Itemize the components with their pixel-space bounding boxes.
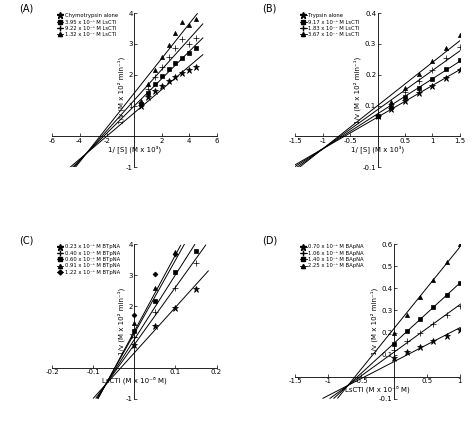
Legend: Trypsin alone, 9.17 x 10⁻⁸ M LsCTI, 1.83 x 10⁻⁷ M LsCTI, 3.67 x 10⁻⁷ M LsCTI: Trypsin alone, 9.17 x 10⁻⁸ M LsCTI, 1.83… [300,13,360,38]
Legend: 0.23 x 10⁻³ M BTpNA, 0.40 x 10⁻³ M BTpNA, 0.60 x 10⁻³ M BTpNA, 0.91 x 10⁻³ M BTp: 0.23 x 10⁻³ M BTpNA, 0.40 x 10⁻³ M BTpNA… [56,244,121,276]
Y-axis label: 1/v (M x 10² min⁻¹): 1/v (M x 10² min⁻¹) [117,288,125,355]
Text: (B): (B) [263,4,277,14]
Text: (C): (C) [19,235,34,245]
X-axis label: 1/ [S] (M x 10³): 1/ [S] (M x 10³) [108,145,161,153]
X-axis label: LsCTI (M x 10⁻⁶ M): LsCTI (M x 10⁻⁶ M) [345,385,410,393]
X-axis label: LsCTI (M x 10⁻⁶ M): LsCTI (M x 10⁻⁶ M) [102,377,167,384]
Text: (A): (A) [19,4,34,14]
Text: (D): (D) [263,235,278,245]
Y-axis label: 1/v (M x 10² min⁻¹): 1/v (M x 10² min⁻¹) [370,288,377,355]
X-axis label: 1/ [S] (M x 10³): 1/ [S] (M x 10³) [351,145,404,153]
Y-axis label: 1/v (M x 10² min⁻¹): 1/v (M x 10² min⁻¹) [117,57,125,124]
Legend: Chymotrypsin alone, 3.95 x 10⁻⁸ M LsCTI, 9.22 x 10⁻⁸ M LsCTI, 1.32 x 10⁻⁷ M LsCT: Chymotrypsin alone, 3.95 x 10⁻⁸ M LsCTI,… [56,13,118,38]
Legend: 0.70 x 10⁻³ M BApNA, 1.06 x 10⁻³ M BApNA, 1.40 x 10⁻³ M BApNA, 2.25 x 10⁻³ M BAp: 0.70 x 10⁻³ M BApNA, 1.06 x 10⁻³ M BApNA… [300,244,365,269]
Y-axis label: 1/v (M x 10² min⁻¹): 1/v (M x 10² min⁻¹) [354,57,361,124]
